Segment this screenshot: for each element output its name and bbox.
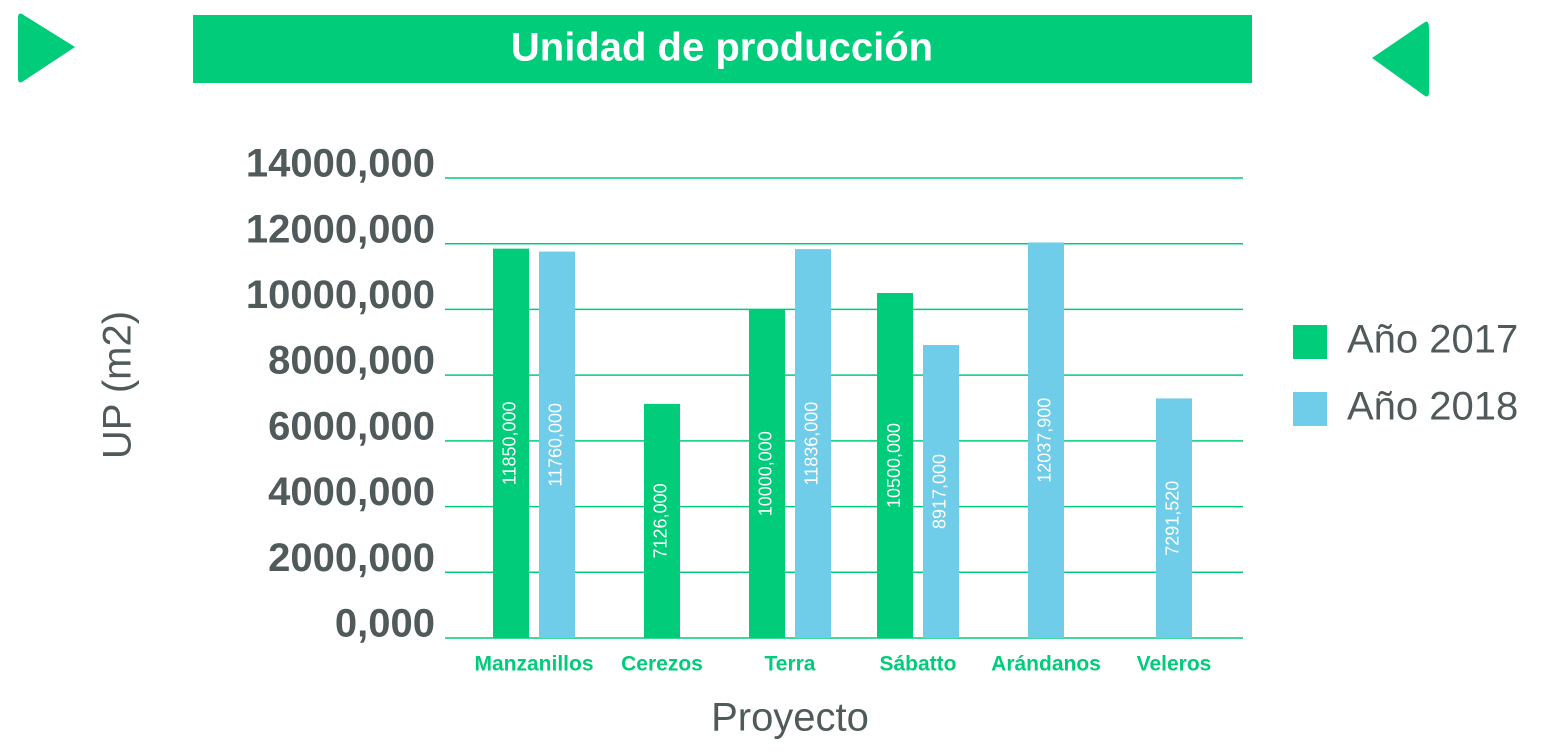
x-tick-label: Sábatto: [879, 653, 956, 676]
nav-arrow-left[interactable]: [1372, 21, 1429, 97]
bar: [1156, 398, 1192, 638]
data-label: 7126,000: [651, 483, 671, 558]
bar: [877, 293, 913, 638]
y-tick-label: 6000,000: [268, 404, 435, 448]
bar: [795, 249, 831, 639]
legend-label: Año 2018: [1347, 385, 1518, 429]
bar: [493, 248, 529, 638]
bar: [1028, 242, 1064, 638]
data-label: 10000,000: [756, 431, 776, 516]
title-banner: [193, 15, 1252, 83]
data-label: 7291,520: [1163, 481, 1183, 556]
x-axis-title: Proyecto: [711, 696, 869, 740]
data-label: 8917,000: [930, 454, 950, 529]
bar: [923, 345, 959, 638]
x-tick-label: Veleros: [1137, 653, 1212, 676]
x-tick-label: Manzanillos: [474, 653, 593, 676]
y-axis-title: UP (m2): [96, 311, 140, 459]
legend-swatch: [1293, 392, 1327, 426]
x-tick-label: Terra: [765, 653, 816, 676]
y-tick-label: 8000,000: [268, 339, 435, 383]
y-tick-label: 0,000: [335, 602, 435, 646]
nav-arrow-right[interactable]: [18, 13, 75, 83]
data-label: 11836,000: [802, 402, 822, 486]
data-label: 11850,000: [500, 401, 520, 485]
legend-label: Año 2017: [1347, 318, 1518, 362]
y-tick-label: 2000,000: [268, 536, 435, 580]
x-tick-label: Cerezos: [621, 653, 703, 676]
y-tick-label: 4000,000: [268, 470, 435, 514]
chart-title: Unidad de producción: [511, 26, 933, 70]
bar: [749, 309, 785, 638]
bar: [644, 403, 680, 638]
data-label: 10500,000: [884, 423, 904, 508]
y-tick-label: 14000,000: [246, 142, 435, 186]
y-tick-label: 12000,000: [246, 207, 435, 251]
bar: [539, 251, 575, 638]
data-label: 11760,000: [546, 403, 566, 487]
y-tick-label: 10000,000: [246, 273, 435, 317]
legend-swatch: [1293, 325, 1327, 359]
data-label: 12037,900: [1035, 398, 1055, 483]
x-tick-label: Arándanos: [991, 653, 1101, 676]
